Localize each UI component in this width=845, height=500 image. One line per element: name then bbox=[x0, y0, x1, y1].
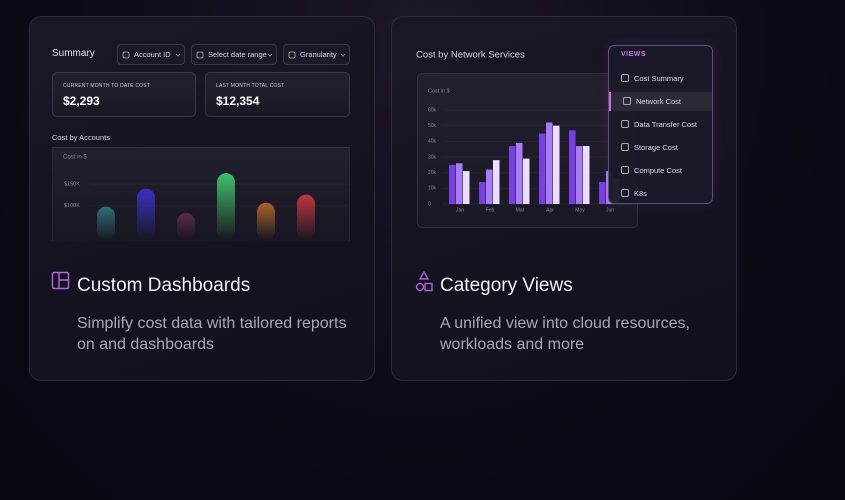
menu-item[interactable]: Data Transfer Cost bbox=[609, 115, 712, 134]
menu-label: Storage Cost bbox=[634, 143, 678, 152]
bar bbox=[486, 169, 493, 204]
bar bbox=[456, 163, 463, 204]
bar bbox=[449, 164, 456, 204]
bar bbox=[493, 160, 500, 204]
bar bbox=[553, 125, 560, 204]
y-axis-label: Cost in $ bbox=[63, 155, 87, 161]
card-heading: Category Views bbox=[440, 275, 573, 296]
bar bbox=[599, 182, 606, 204]
chart-title: Cost by Accounts bbox=[52, 133, 110, 142]
views-menu: VIEWS Cost Summary Network Cost Data Transf… bbox=[608, 45, 713, 204]
bar bbox=[463, 171, 470, 204]
bar bbox=[97, 206, 115, 240]
filter-dropdown[interactable]: Select date range bbox=[191, 44, 277, 65]
y-tick-label: 0 bbox=[428, 201, 431, 207]
bar bbox=[569, 130, 576, 204]
menu-icon bbox=[621, 120, 629, 128]
y-tick-label: 20k bbox=[428, 170, 437, 176]
stat-label: LAST MONTH TOTAL COST bbox=[216, 83, 285, 89]
bar bbox=[509, 146, 516, 204]
y-tick-label: 40k bbox=[428, 139, 437, 145]
card-description: Simplify cost data with tailored reports… bbox=[77, 315, 347, 353]
category-icon bbox=[415, 282, 425, 292]
bar bbox=[539, 133, 546, 204]
chevron bbox=[175, 53, 181, 57]
menu-icon bbox=[621, 189, 629, 197]
menu-label: Compute Cost bbox=[634, 166, 682, 175]
stat-box: CURRENT MONTH TO DATE COST $2,293 bbox=[52, 72, 196, 117]
y-tick-label: $150K bbox=[64, 182, 80, 188]
filter-dropdown[interactable]: Granularity bbox=[283, 44, 350, 65]
menu-item[interactable]: Storage Cost bbox=[609, 138, 712, 157]
menu-icon bbox=[621, 143, 629, 151]
y-tick-label: 10k bbox=[428, 186, 437, 192]
category-icon bbox=[424, 282, 433, 292]
menu-label: Cost Summary bbox=[634, 74, 684, 83]
chevron bbox=[267, 53, 273, 57]
y-tick-label: 50k bbox=[428, 123, 437, 129]
card-description: A unified view into cloud resources, wor… bbox=[440, 315, 690, 353]
y-tick-label: 30k bbox=[428, 154, 437, 160]
bar bbox=[257, 202, 275, 240]
filter-icons bbox=[196, 51, 273, 59]
dashboard-icon bbox=[51, 271, 70, 290]
x-tick-label: Jan bbox=[456, 207, 464, 213]
card-heading: Custom Dashboards bbox=[77, 275, 251, 296]
menu-label: K8s bbox=[634, 189, 647, 198]
filter-label: Granularity bbox=[300, 50, 337, 59]
menu-label: Data Transfer Cost bbox=[634, 120, 697, 129]
x-tick-label: Apr bbox=[546, 207, 554, 213]
stat-value: $2,293 bbox=[63, 94, 100, 108]
bar bbox=[583, 146, 590, 204]
y-tick-label: $100K bbox=[64, 203, 80, 209]
menu-label: Network Cost bbox=[636, 97, 682, 106]
x-tick-label: Feb bbox=[486, 207, 495, 213]
menu-item[interactable]: Compute Cost bbox=[609, 161, 712, 180]
bar bbox=[576, 146, 583, 204]
x-tick-label: Jun bbox=[606, 207, 614, 213]
bar bbox=[177, 213, 195, 240]
bar bbox=[297, 194, 315, 240]
chevron bbox=[340, 53, 346, 57]
filter-icon bbox=[122, 51, 130, 59]
menu-item[interactable]: K8s bbox=[609, 184, 712, 203]
x-tick-label: Mar bbox=[516, 207, 525, 213]
bar bbox=[217, 173, 235, 240]
filter-icons bbox=[288, 51, 346, 59]
summary-title: Summary bbox=[52, 48, 95, 59]
menu-icon bbox=[621, 166, 629, 174]
filter-icons bbox=[122, 51, 181, 59]
bar bbox=[523, 158, 530, 204]
y-axis-label: Cost in $ bbox=[428, 88, 450, 94]
stat-value: $12,354 bbox=[216, 94, 260, 108]
bar bbox=[479, 182, 486, 204]
filter-icon bbox=[288, 51, 296, 59]
menu-item[interactable]: Network Cost bbox=[609, 92, 712, 111]
x-tick-label: May bbox=[575, 207, 585, 213]
stat-box: LAST MONTH TOTAL COST $12,354 bbox=[205, 72, 350, 117]
menu-icon bbox=[621, 74, 629, 82]
menu-icon bbox=[623, 97, 631, 105]
filter-dropdown[interactable]: Account ID bbox=[117, 44, 185, 65]
bar bbox=[546, 122, 553, 204]
filter-icon bbox=[196, 51, 204, 59]
menu-title: VIEWS bbox=[621, 51, 647, 58]
bar bbox=[137, 188, 155, 240]
bar bbox=[516, 142, 523, 204]
y-tick-label: 60k bbox=[428, 107, 437, 113]
dashboard-icon bbox=[58, 273, 68, 288]
chart-title: Cost by Network Services bbox=[416, 50, 525, 61]
category-icon bbox=[418, 270, 430, 280]
filter-label: Account ID bbox=[134, 50, 171, 59]
stat-label: CURRENT MONTH TO DATE COST bbox=[63, 83, 151, 89]
filter-label: Select date range bbox=[208, 50, 267, 59]
menu-item[interactable]: Cost Summary bbox=[609, 69, 712, 88]
